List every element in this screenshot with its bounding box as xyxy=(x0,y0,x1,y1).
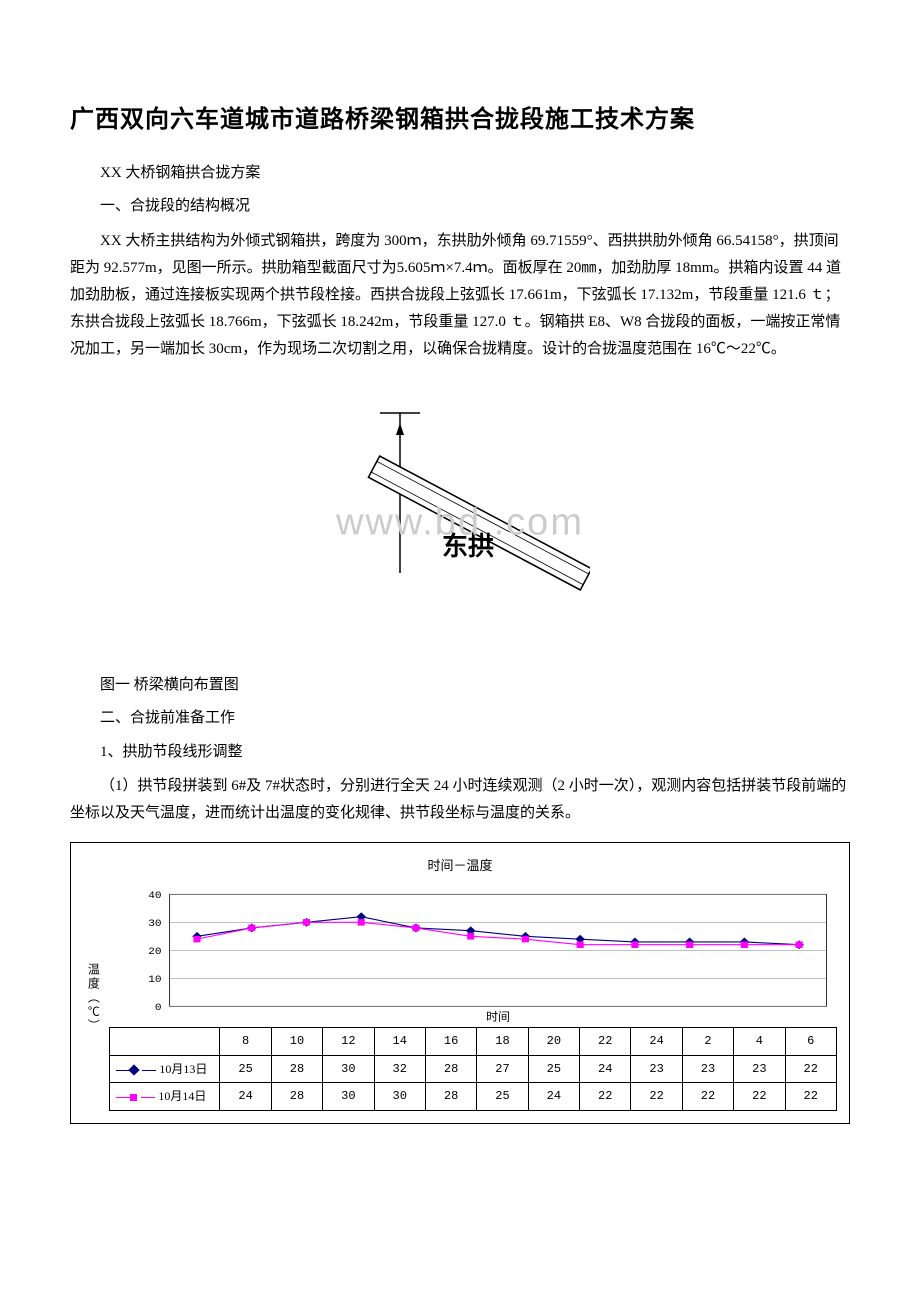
table-cell: 30 xyxy=(374,1083,425,1110)
table-cell: 25 xyxy=(220,1055,271,1082)
table-series-label: 10月13日 xyxy=(110,1055,220,1082)
svg-text:0: 0 xyxy=(155,1003,162,1015)
table-cell: 30 xyxy=(323,1055,374,1082)
section-2-item1: （1）拱节段拼装到 6#及 7#状态时，分别进行全天 24 小时连续观测（2 小… xyxy=(70,773,850,827)
chart-title: 时间－温度 xyxy=(83,855,837,877)
table-cell: 28 xyxy=(271,1055,322,1082)
table-cell: 28 xyxy=(271,1083,322,1110)
svg-text:10: 10 xyxy=(149,975,162,987)
table-cell: 28 xyxy=(425,1083,476,1110)
figure-1-label: 东拱 xyxy=(442,531,494,561)
table-cell: 22 xyxy=(785,1083,836,1110)
table-cell: 22 xyxy=(631,1083,682,1110)
table-cell: 23 xyxy=(631,1055,682,1082)
table-x-header: 24 xyxy=(631,1028,682,1055)
table-series-label: 10月14日 xyxy=(110,1083,220,1110)
table-cell: 25 xyxy=(477,1083,528,1110)
table-x-header: 6 xyxy=(785,1028,836,1055)
section-2-sub1: 1、拱肋节段线形调整 xyxy=(70,740,850,766)
chart-y-axis-label: 温度（℃） xyxy=(83,885,109,1110)
intro-line-1: XX 大桥钢箱拱合拢方案 xyxy=(70,161,850,187)
figure-1-svg: 东拱 xyxy=(330,393,590,653)
chart-data-table: 81012141618202224246 10月13日2528303228272… xyxy=(109,1027,837,1110)
intro-line-2: 一、合拢段的结构概况 xyxy=(70,194,850,220)
svg-text:时间: 时间 xyxy=(486,1011,510,1023)
table-cell: 27 xyxy=(477,1055,528,1082)
time-temperature-chart: 时间－温度 温度（℃） 010203040时间 8101214161820222… xyxy=(70,842,850,1123)
table-x-header: 22 xyxy=(580,1028,631,1055)
table-x-header: 12 xyxy=(323,1028,374,1055)
table-x-header: 16 xyxy=(425,1028,476,1055)
table-cell: 30 xyxy=(323,1083,374,1110)
table-x-header: 18 xyxy=(477,1028,528,1055)
figure-1-caption: 图一 桥梁横向布置图 xyxy=(70,673,850,699)
table-cell: 25 xyxy=(528,1055,579,1082)
table-x-header: 14 xyxy=(374,1028,425,1055)
body-paragraph-1: XX 大桥主拱结构为外倾式钢箱拱，跨度为 300ｍ，东拱肋外倾角 69.7155… xyxy=(70,228,850,363)
table-cell: 24 xyxy=(528,1083,579,1110)
table-legend-header xyxy=(110,1028,220,1055)
svg-text:40: 40 xyxy=(149,891,162,903)
table-cell: 23 xyxy=(734,1055,785,1082)
table-cell: 22 xyxy=(580,1083,631,1110)
page-title: 广西双向六车道城市道路桥梁钢箱拱合拢段施工技术方案 xyxy=(70,100,850,141)
table-cell: 23 xyxy=(682,1055,733,1082)
table-cell: 22 xyxy=(682,1083,733,1110)
table-x-header: 2 xyxy=(682,1028,733,1055)
table-x-header: 8 xyxy=(220,1028,271,1055)
svg-text:20: 20 xyxy=(149,947,162,959)
table-x-header: 4 xyxy=(734,1028,785,1055)
table-cell: 28 xyxy=(425,1055,476,1082)
section-2-heading: 二、合拢前准备工作 xyxy=(70,706,850,732)
figure-1-container: www.bd .com 东拱 xyxy=(70,393,850,653)
table-cell: 24 xyxy=(220,1083,271,1110)
table-cell: 22 xyxy=(785,1055,836,1082)
table-cell: 22 xyxy=(734,1083,785,1110)
chart-svg: 0 10 20 30 40 时间 xyxy=(109,885,837,1025)
table-cell: 32 xyxy=(374,1055,425,1082)
table-x-header: 20 xyxy=(528,1028,579,1055)
svg-text:30: 30 xyxy=(149,919,162,931)
table-cell: 24 xyxy=(580,1055,631,1082)
table-x-header: 10 xyxy=(271,1028,322,1055)
